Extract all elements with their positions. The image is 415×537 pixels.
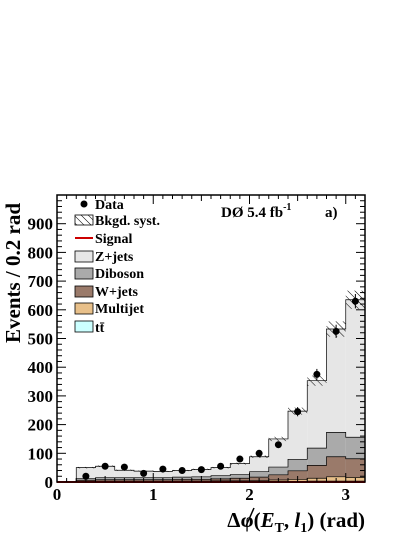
y-tick-label: 700 xyxy=(28,272,54,291)
data-point xyxy=(140,469,148,477)
bar-wjets xyxy=(307,465,327,482)
syst-band-bin xyxy=(76,466,96,469)
data-point xyxy=(294,408,302,416)
data-point xyxy=(82,472,90,480)
legend-multijet-label: Multijet xyxy=(95,302,144,317)
syst-band-bin xyxy=(230,462,250,465)
data-points xyxy=(82,294,359,480)
x-tick-labels: 0 1 2 3 xyxy=(53,485,350,504)
legend-syst-label: Bkgd. syst. xyxy=(95,214,160,229)
data-point xyxy=(178,467,186,475)
legend-wjets-swatch xyxy=(74,285,94,298)
y-tick-label: 300 xyxy=(28,387,54,406)
legend: Data Bkgd. syst. Signal Z+jets Diboson W… xyxy=(74,198,160,336)
legend-ttbar-swatch xyxy=(74,320,94,333)
experiment-label: DØ 5.4 fb-1 xyxy=(221,202,291,221)
legend-data-marker xyxy=(80,200,88,208)
bar-zjets xyxy=(114,470,134,482)
x-tick-label: 1 xyxy=(149,485,158,504)
data-point xyxy=(274,441,282,449)
data-point xyxy=(255,449,263,457)
x-tick-label: 0 xyxy=(53,485,62,504)
x-tick-label: 2 xyxy=(245,485,254,504)
legend-diboson-label: Diboson xyxy=(95,267,144,282)
stacked-histogram xyxy=(57,299,365,483)
data-point xyxy=(197,466,205,474)
syst-band-bin xyxy=(268,436,288,442)
y-tick-label: 100 xyxy=(28,444,54,463)
y-tick-label: 500 xyxy=(28,330,54,349)
x-axis-title: Δφ(ET, l1) (rad) xyxy=(227,508,365,536)
x-tick-label: 3 xyxy=(342,485,351,504)
legend-signal-label: Signal xyxy=(95,232,132,247)
outline-diboson xyxy=(57,431,365,483)
y-tick-label: 600 xyxy=(28,301,54,320)
x-axis-title-slash xyxy=(245,507,255,527)
legend-syst-swatch xyxy=(74,214,94,226)
y-tick-labels: 0 100 200 300 400 500 600 700 800 900 xyxy=(28,215,54,492)
panel-label: a) xyxy=(325,205,338,221)
axis-ticks xyxy=(56,194,366,483)
data-point xyxy=(120,463,128,471)
data-point xyxy=(351,297,359,305)
bar-wjets xyxy=(326,456,346,482)
y-tick-label: 900 xyxy=(28,215,54,234)
legend-zjets-swatch xyxy=(74,250,94,263)
legend-multijet-swatch xyxy=(74,302,94,315)
data-point xyxy=(159,465,167,473)
y-tick-label: 0 xyxy=(45,473,54,492)
legend-ttbar-label: tt̄ xyxy=(95,321,105,336)
bar-zjets xyxy=(172,470,192,482)
syst-band-bin xyxy=(307,375,327,386)
data-point xyxy=(313,370,321,378)
data-point xyxy=(101,462,109,470)
bar-zjets xyxy=(153,471,173,482)
y-tick-label: 200 xyxy=(28,416,54,435)
legend-zjets-label: Z+jets xyxy=(95,250,134,265)
data-point xyxy=(332,327,340,335)
data-point xyxy=(217,462,225,470)
y-tick-label: 800 xyxy=(28,243,54,262)
y-tick-label: 400 xyxy=(28,358,54,377)
y-axis-title: Events / 0.2 rad xyxy=(1,203,25,343)
data-point xyxy=(236,455,244,463)
legend-diboson-swatch xyxy=(74,267,94,280)
legend-wjets-label: W+jets xyxy=(95,285,139,300)
legend-data-label: Data xyxy=(95,198,124,213)
